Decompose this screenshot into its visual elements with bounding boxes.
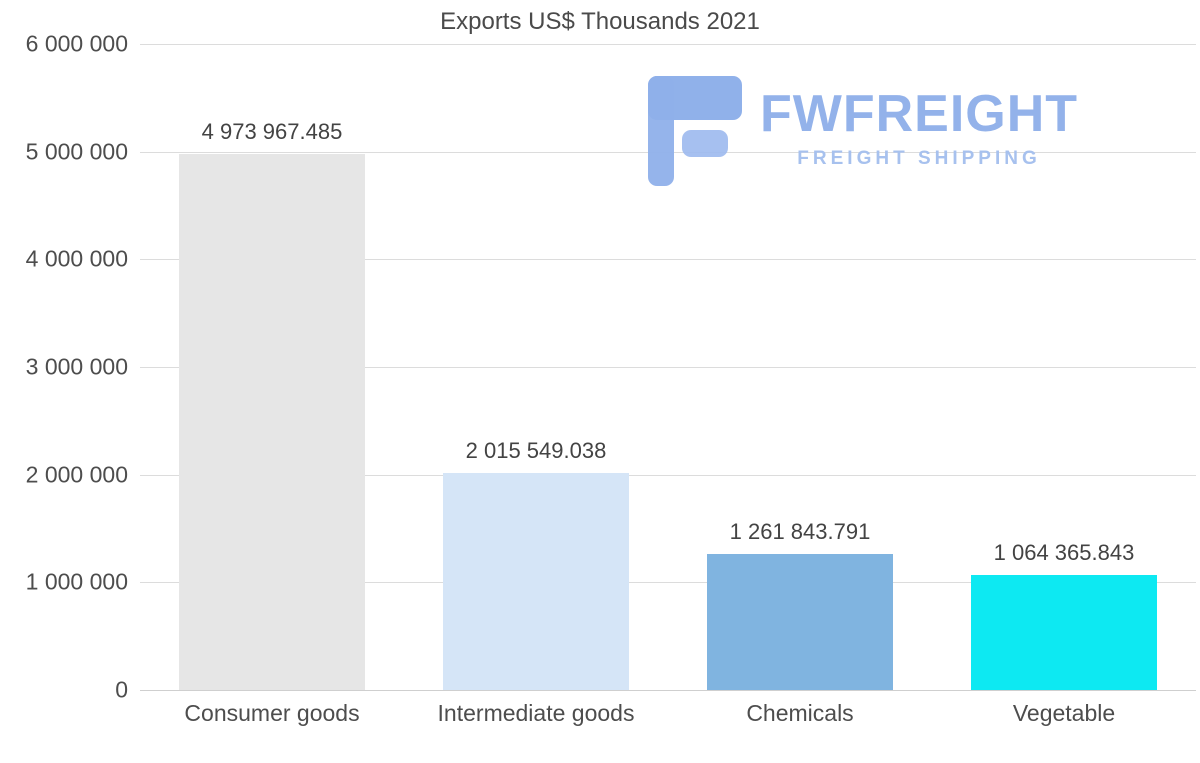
y-tick-label: 0 <box>115 676 128 703</box>
y-tick-label: 1 000 000 <box>25 568 128 595</box>
bar-vegetable <box>971 575 1157 690</box>
bar-group-intermediate-goods: 2 015 549.038 <box>404 44 668 690</box>
x-category-label: Chemicals <box>746 700 854 726</box>
bar-group-vegetable: 1 064 365.843 <box>932 44 1196 690</box>
gridline <box>140 44 1196 45</box>
x-category-label: Consumer goods <box>184 700 360 726</box>
bars-container: 4 973 967.485 2 015 549.038 1 261 843.79… <box>140 44 1196 690</box>
bar-consumer-goods <box>179 154 365 690</box>
x-axis: Consumer goods Intermediate goods Chemic… <box>140 700 1196 727</box>
bar-group-chemicals: 1 261 843.791 <box>668 44 932 690</box>
bar-chemicals <box>707 554 893 690</box>
x-category-label: Intermediate goods <box>437 700 635 726</box>
y-tick-label: 4 000 000 <box>25 245 128 272</box>
bar-value-label: 4 973 967.485 <box>201 119 343 145</box>
bar-value-label: 2 015 549.038 <box>465 438 607 463</box>
x-axis-line <box>140 690 1196 691</box>
bar-value-label: 1 064 365.843 <box>993 540 1135 566</box>
y-tick-label: 5 000 000 <box>25 138 128 165</box>
y-axis: 6 000 000 5 000 000 4 000 000 3 000 000 … <box>0 31 128 703</box>
bar-group-consumer-goods: 4 973 967.485 <box>140 44 404 690</box>
y-tick-label: 3 000 000 <box>25 353 128 380</box>
gridline <box>140 259 1196 261</box>
bar-intermediate-goods <box>443 473 629 690</box>
bar-value-label: 1 261 843.791 <box>729 519 871 545</box>
y-tick-label: 6 000 000 <box>25 30 128 57</box>
chart-title: Exports US$ Thousands 2021 <box>440 8 760 35</box>
gridline <box>140 474 1196 476</box>
x-category-label: Vegetable <box>1012 700 1116 726</box>
plot-area: 4 973 967.485 2 015 549.038 1 261 843.79… <box>140 44 1196 691</box>
y-tick-label: 2 000 000 <box>25 461 128 488</box>
gridline <box>140 582 1196 584</box>
gridline <box>140 367 1196 368</box>
